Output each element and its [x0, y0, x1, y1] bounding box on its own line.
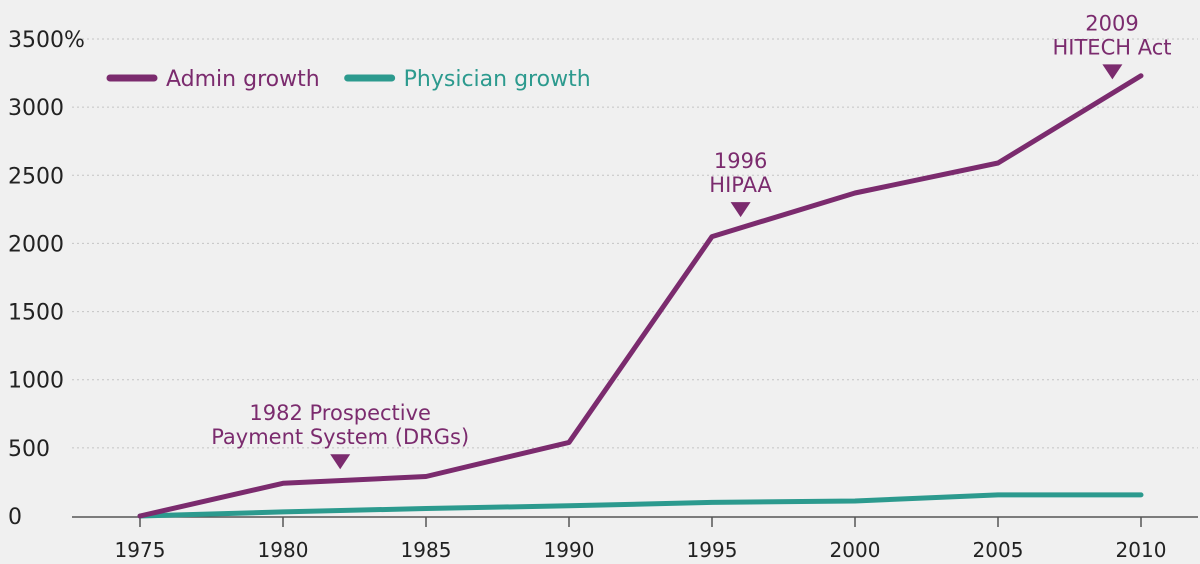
x-tick-label: 2010: [1116, 538, 1167, 562]
x-tick-label: 1985: [401, 538, 452, 562]
annotation-label: HIPAA: [709, 173, 772, 197]
x-tick-label: 1990: [544, 538, 595, 562]
annotation-marker: [330, 454, 351, 470]
annotation-label: Payment System (DRGs): [211, 425, 469, 449]
y-tick-label: 2500: [8, 164, 64, 189]
x-axis-ticks: 1975 1980 1985 1990 1995 2000 2005 2010: [115, 517, 1167, 562]
series-lines: [137, 73, 1144, 519]
y-tick-label: 1500: [8, 301, 64, 326]
y-axis-ticks: 0 500 1000 1500 2000 2500 3000 3500%: [8, 28, 85, 530]
legend: Admin growth Physician growth: [106, 67, 591, 92]
legend-label-physician-growth: Physician growth: [404, 67, 591, 92]
annotation-label: HITECH Act: [1053, 35, 1172, 59]
legend-label-admin-growth: Admin growth: [166, 67, 320, 92]
annotation-label: 1982 Prospective: [249, 401, 431, 425]
y-tick-label: 2000: [8, 232, 64, 257]
x-tick-label: 2000: [830, 538, 881, 562]
y-tick-label: 1000: [8, 369, 64, 394]
x-tick-label: 1980: [258, 538, 309, 562]
x-tick-label: 1975: [115, 538, 166, 562]
annotation-label: 1996: [714, 149, 767, 173]
y-tick-label: 500: [8, 437, 50, 462]
x-tick-label: 2005: [973, 538, 1024, 562]
physician-growth-line: [137, 492, 1144, 519]
y-tick-label: 3000: [8, 96, 64, 121]
annotation-marker: [730, 202, 751, 218]
x-tick-label: 1995: [687, 538, 738, 562]
y-tick-label: 3500%: [8, 28, 85, 53]
grid-lines: [72, 38, 1198, 449]
annotation-label: 2009: [1085, 11, 1138, 35]
admin-growth-line: [137, 73, 1144, 519]
annotation-marker: [1102, 64, 1123, 80]
y-tick-label: 0: [8, 505, 22, 530]
